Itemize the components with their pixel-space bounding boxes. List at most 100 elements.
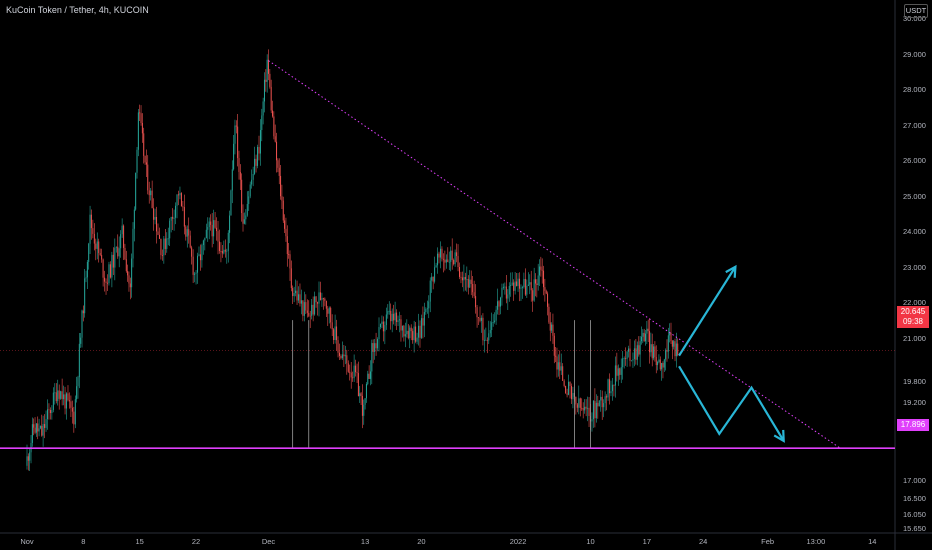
price-tick-label: 16.050: [903, 510, 926, 519]
candle-body: [78, 343, 80, 378]
candle-body: [461, 277, 463, 281]
candle-body: [121, 225, 123, 235]
candle-body: [398, 319, 400, 321]
candle-body: [312, 304, 314, 315]
candle-body: [439, 248, 441, 258]
candle-body: [179, 193, 181, 196]
candle-body: [90, 214, 92, 229]
candle-body: [578, 398, 580, 408]
time-tick-label: 13:00: [807, 537, 826, 546]
candle-body: [513, 282, 515, 291]
candle-body: [410, 327, 412, 332]
candle-body: [622, 358, 624, 368]
candle-body: [572, 392, 574, 400]
candle-body: [144, 155, 146, 163]
candle-body: [486, 339, 488, 341]
time-tick-label: 13: [361, 537, 369, 546]
bullish-arrow[interactable]: [678, 266, 737, 357]
candle-body: [296, 290, 298, 301]
candle-body: [412, 331, 414, 341]
candle-body: [156, 217, 158, 232]
candle-body: [238, 158, 240, 172]
candle-body: [147, 164, 149, 191]
candle-body: [311, 304, 313, 316]
candle-body: [70, 401, 72, 408]
candle-body: [607, 379, 609, 398]
candle-body: [255, 158, 257, 166]
candle-body: [665, 350, 667, 360]
candle-body: [495, 309, 497, 321]
candle-body: [579, 398, 581, 408]
candle-body: [643, 332, 645, 342]
candle-body: [434, 267, 436, 282]
candle-body: [73, 411, 75, 425]
candle-body: [390, 310, 392, 322]
candle-body: [485, 339, 487, 341]
candle-body: [537, 275, 539, 286]
candle-body: [420, 318, 422, 338]
candle-body: [48, 409, 50, 411]
candle-body: [51, 409, 53, 414]
candle-body: [37, 423, 39, 432]
candle-body: [263, 79, 265, 102]
candle-body: [475, 296, 477, 308]
price-tick-label: 23.000: [903, 263, 926, 272]
candle-body: [306, 310, 308, 313]
candle-body: [153, 208, 155, 220]
candle-body: [132, 228, 134, 259]
candle-body: [473, 292, 475, 297]
candle-body: [435, 265, 437, 268]
candle-body: [123, 225, 125, 248]
price-tick-label: 25.000: [903, 192, 926, 201]
price-tick-label: 17.000: [903, 476, 926, 485]
candle-body: [388, 310, 390, 312]
candle-body: [81, 310, 83, 338]
candle-body: [566, 393, 568, 395]
price-tick-label: 19.200: [903, 398, 926, 407]
candle-body: [246, 204, 248, 216]
candle-body: [226, 250, 228, 252]
candle-body: [262, 101, 264, 116]
candle-body: [74, 399, 76, 425]
candle-body: [619, 368, 621, 375]
candle-body: [224, 249, 226, 252]
time-tick-label: 20: [417, 537, 425, 546]
candle-body: [128, 275, 130, 284]
candle-body: [192, 256, 194, 275]
candle-body: [334, 326, 336, 341]
candle-body: [460, 276, 462, 278]
candle-body: [229, 215, 231, 233]
candle-body: [231, 169, 233, 191]
last-price-badge: 20.645 09:38: [897, 306, 929, 328]
candle-body: [259, 130, 261, 154]
candle-body: [189, 235, 191, 248]
candle-body: [305, 302, 307, 311]
candle-body: [277, 160, 279, 168]
candle-body: [158, 234, 160, 239]
candle-body: [107, 282, 108, 284]
candle-body: [610, 391, 612, 394]
time-tick-label: 17: [643, 537, 651, 546]
candle-body: [166, 238, 168, 249]
candle-body: [426, 308, 428, 310]
price-tick-label: 22.000: [903, 298, 926, 307]
bearish-zigzag-arrow[interactable]: [678, 365, 785, 442]
candle-body: [369, 371, 371, 379]
descending-trendline[interactable]: [268, 60, 841, 449]
candle-body: [397, 320, 399, 322]
time-tick-label: 24: [699, 537, 707, 546]
candle-body: [221, 251, 223, 254]
candle-body: [552, 324, 554, 336]
candle-body: [227, 232, 229, 251]
candle-body: [557, 362, 559, 370]
candle-body: [347, 363, 349, 372]
candle-body: [540, 266, 542, 270]
candle-body: [338, 352, 340, 356]
currency-label[interactable]: USDT: [904, 4, 928, 18]
candle-body: [598, 400, 600, 407]
candle-body: [140, 113, 142, 124]
candle-body: [293, 293, 295, 297]
candle-body: [327, 308, 329, 314]
candle-body: [318, 292, 320, 304]
